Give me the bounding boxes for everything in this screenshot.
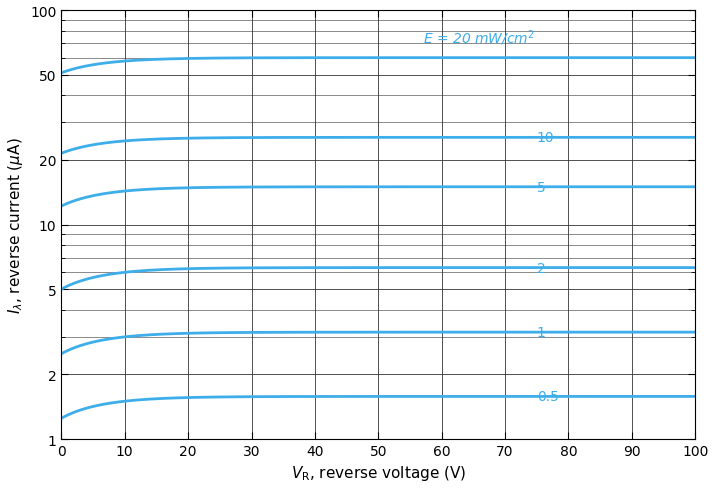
Text: 0.5: 0.5 — [537, 389, 558, 404]
Text: 5: 5 — [537, 181, 545, 194]
Y-axis label: $I_\lambda$, reverse current ($\mu$A): $I_\lambda$, reverse current ($\mu$A) — [6, 137, 24, 313]
Text: $E$ = 20 mW/cm$^2$: $E$ = 20 mW/cm$^2$ — [423, 28, 534, 47]
Text: 2: 2 — [537, 261, 545, 275]
Text: 10: 10 — [537, 131, 554, 145]
Text: 1: 1 — [537, 325, 545, 340]
X-axis label: $V_\mathrm{R}$, reverse voltage (V): $V_\mathrm{R}$, reverse voltage (V) — [291, 464, 466, 483]
